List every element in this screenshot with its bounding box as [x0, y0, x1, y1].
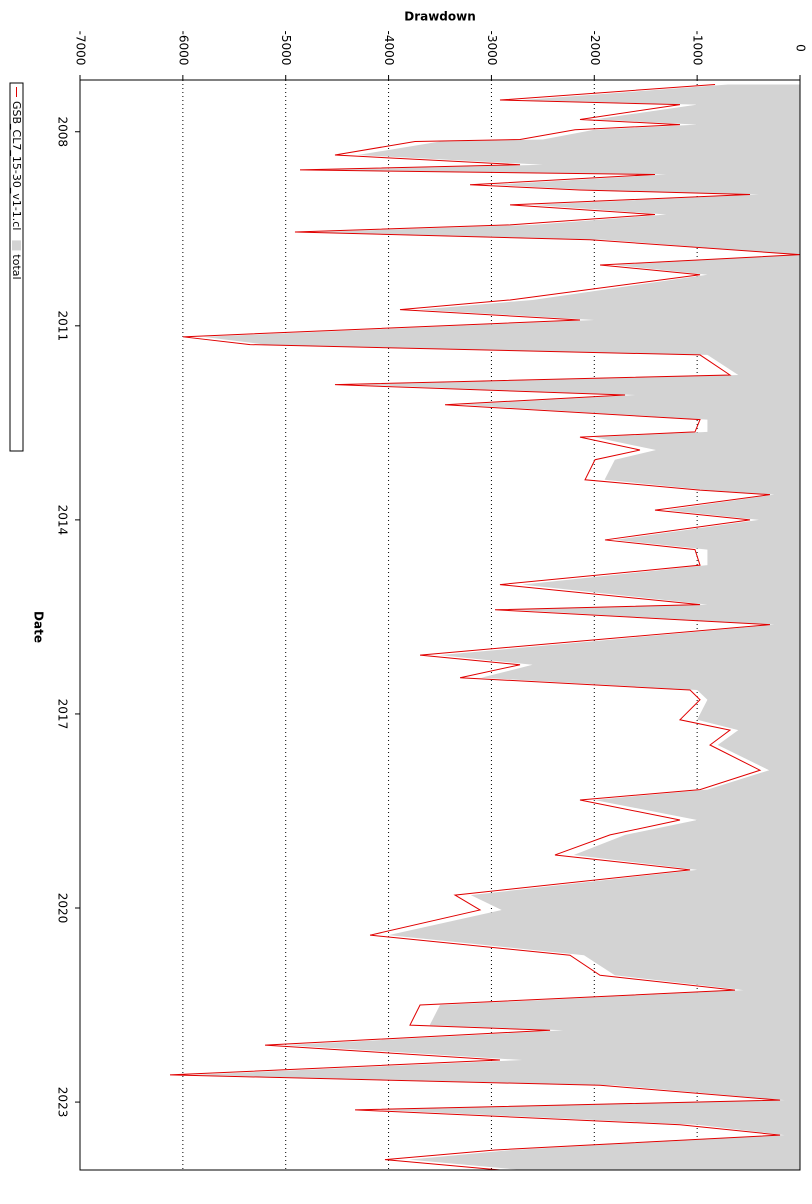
- legend-box: [9, 82, 24, 452]
- y-tick-label: -7000: [74, 31, 88, 66]
- x-tick-label: 2014: [56, 505, 70, 536]
- y-tick-label: -2000: [588, 31, 602, 66]
- chart-title: Drawdown: [404, 10, 476, 24]
- legend-swatch: [12, 240, 21, 251]
- x-tick-label: 2020: [56, 893, 70, 924]
- y-tick-label: -3000: [485, 31, 499, 66]
- x-tick-label: 2011: [56, 311, 70, 342]
- y-tick-label: -6000: [176, 31, 190, 66]
- y-tick-label: -1000: [691, 31, 705, 66]
- y-tick-label: 0: [794, 44, 808, 52]
- line: [169, 84, 801, 1171]
- x-tick-label: 2023: [56, 1087, 70, 1118]
- plot-frame: [79, 79, 801, 1171]
- x-tick-label: 2008: [56, 116, 70, 147]
- x-axis-label: Date: [32, 611, 46, 643]
- y-tick-label: -4000: [382, 31, 396, 66]
- y-tick-label: -5000: [279, 31, 293, 66]
- legend-label: total: [10, 254, 23, 279]
- x-tick-label: 2017: [56, 699, 70, 730]
- legend-label: GSB_CL7_15-30_v1-1.cl: [10, 101, 23, 230]
- area: [193, 84, 801, 1170]
